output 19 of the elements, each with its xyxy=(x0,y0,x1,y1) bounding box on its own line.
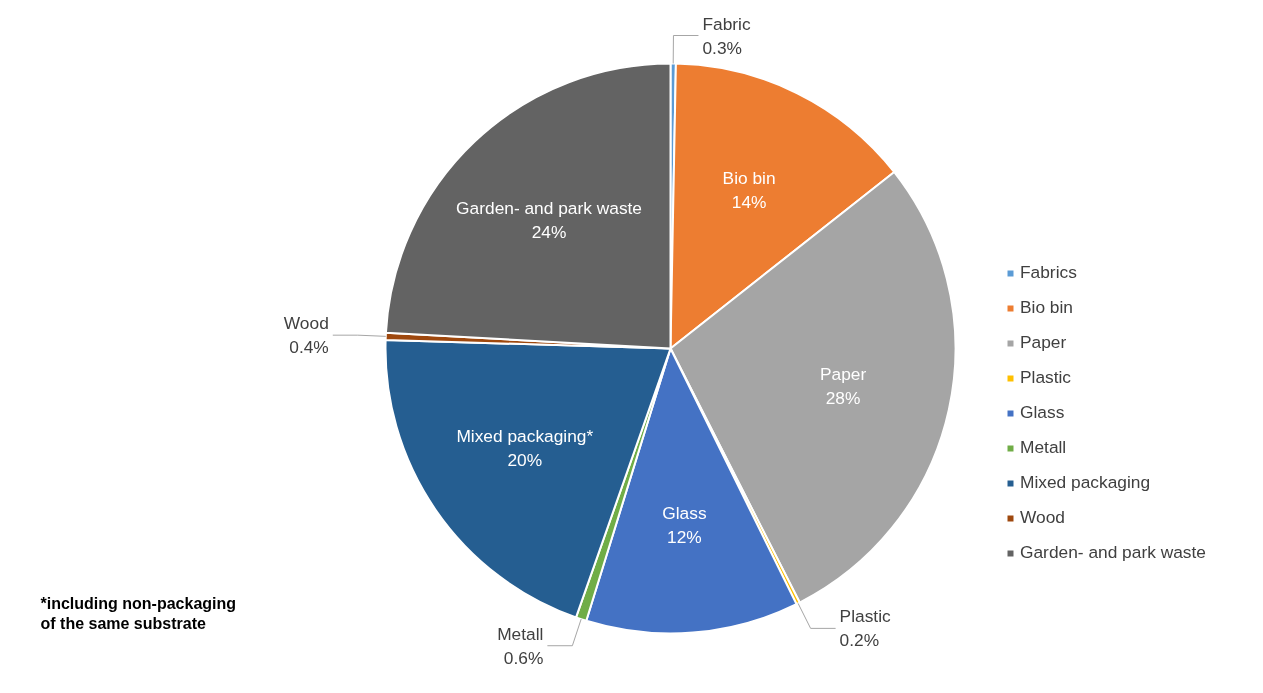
data-label: Mixed packaging* 20% xyxy=(456,426,594,471)
legend-label: Wood xyxy=(1020,507,1065,528)
legend-label: Plastic xyxy=(1020,367,1072,388)
data-label: Metall 0.6% xyxy=(497,623,544,668)
legend-label: Paper xyxy=(1020,332,1067,353)
legend-label: Metall xyxy=(1020,437,1067,458)
data-label: Wood 0.4% xyxy=(283,313,329,358)
data-label: Fabric 0.3% xyxy=(702,13,751,58)
data-label: Glass 12% xyxy=(662,502,707,547)
data-label: Bio bin 14% xyxy=(722,168,776,213)
legend-label: Fabrics xyxy=(1020,262,1077,283)
legend-label: Garden- and park waste xyxy=(1020,542,1206,563)
data-label: Paper 28% xyxy=(819,364,867,409)
data-label: Plastic 0.2% xyxy=(839,606,891,651)
legend-label: Glass xyxy=(1020,402,1065,423)
text: *including non-packaging of the same substrate xyxy=(40,594,237,633)
data-label: Garden- and park waste 24% xyxy=(456,198,643,243)
legend-label: Bio bin xyxy=(1020,297,1073,318)
legend-label: Mixed packaging xyxy=(1020,472,1151,493)
